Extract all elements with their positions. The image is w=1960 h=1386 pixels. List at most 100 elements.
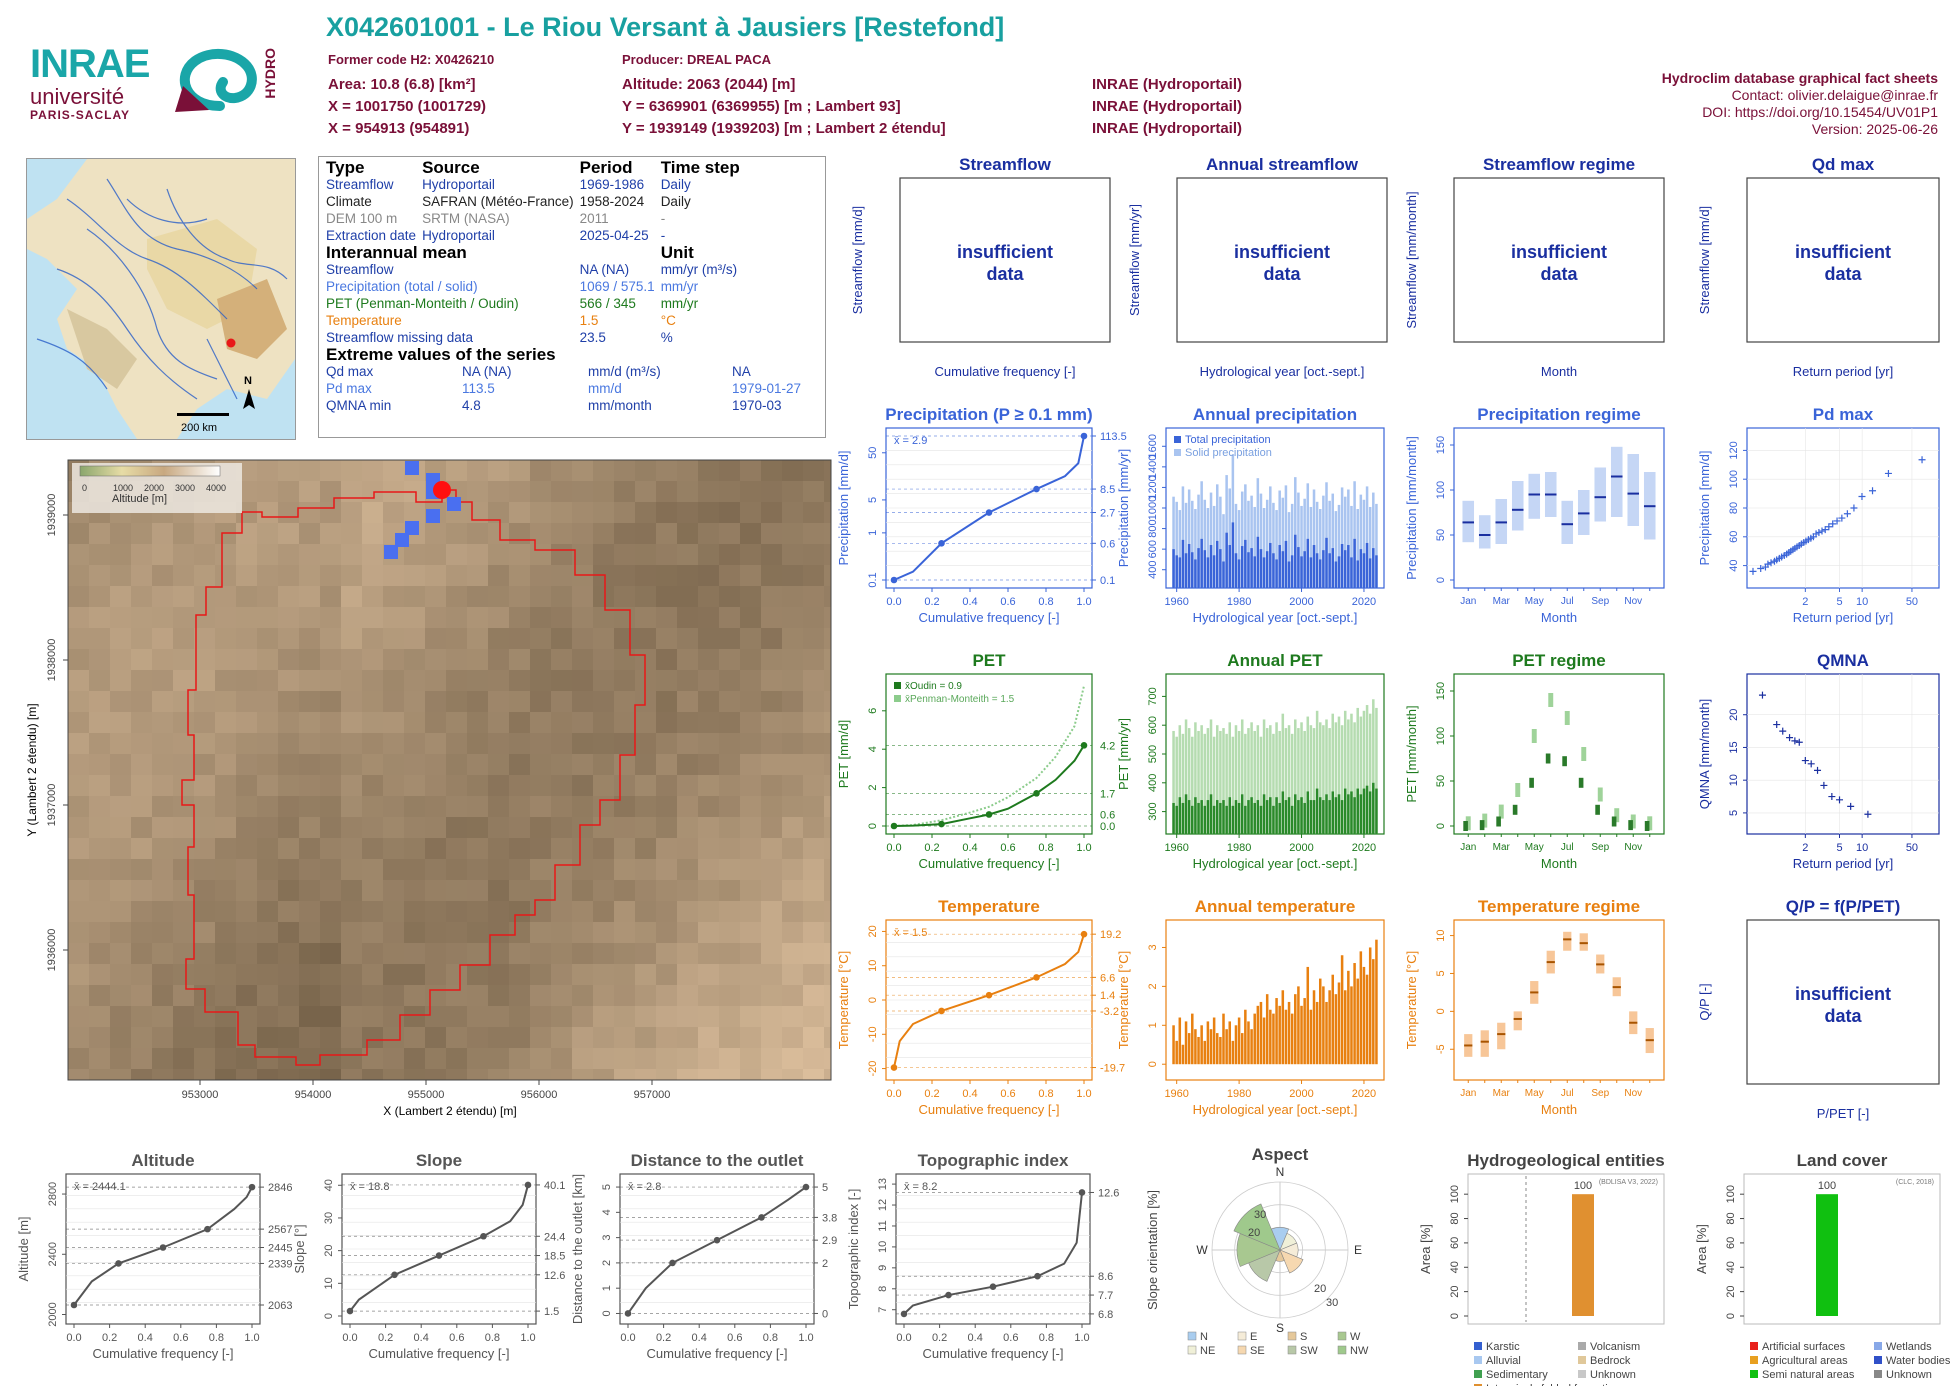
- precipitation-xtick: 1.0: [1076, 596, 1091, 608]
- interannual-title: Interannual mean: [326, 243, 467, 262]
- annual_pet-bar-oudin: [1231, 805, 1235, 834]
- dem-cell: [341, 607, 362, 628]
- distance-point: [669, 1259, 676, 1267]
- dem-cell: [635, 565, 656, 586]
- dem-cell: [131, 586, 152, 607]
- pet-ytick: 6: [867, 708, 879, 714]
- annual_pet-bar-oudin: [1250, 797, 1253, 834]
- dem-cell: [383, 607, 404, 628]
- pet_regime-xtick: Jul: [1561, 842, 1574, 853]
- dem-cell: [362, 880, 383, 901]
- topo_index-right-label: 8.6: [1098, 1271, 1113, 1283]
- dem-cell: [677, 544, 698, 565]
- annual_pet-bar-oudin: [1212, 805, 1216, 834]
- dem-cell: [257, 922, 278, 943]
- dem-cell: [635, 712, 656, 733]
- annual_pet-bar-oudin: [1194, 797, 1197, 834]
- table-row: Streamflow Hydroportail 1969-1986 Daily: [326, 177, 691, 192]
- altitude-right-label: 2567: [268, 1224, 292, 1236]
- dem-cell: [572, 817, 593, 838]
- annual_temperature-bar: [1350, 986, 1353, 1065]
- former-code: Former code H2: X0426210: [328, 52, 495, 67]
- streamflow_regime-status: data: [1540, 264, 1578, 284]
- dem-cell: [803, 712, 824, 733]
- dem-cell: [446, 712, 467, 733]
- dem-cell: [131, 565, 152, 586]
- altitude-point: [204, 1225, 211, 1233]
- dem-cell: [257, 859, 278, 880]
- dem-cell: [257, 796, 278, 817]
- annual_temperature-bar: [1197, 1036, 1200, 1065]
- slope-ytick: 20: [323, 1245, 335, 1257]
- dem-cell: [278, 817, 299, 838]
- dem-cell: [677, 901, 698, 922]
- pd_max-point: [1869, 487, 1877, 495]
- dem-cell: [68, 691, 89, 712]
- annual_pet-bar-oudin: [1353, 797, 1356, 834]
- annual_pet-bar-oudin: [1306, 791, 1310, 834]
- dem-cell: [152, 922, 173, 943]
- dem-cell: [509, 502, 530, 523]
- dem-cell: [215, 628, 236, 649]
- annual_temperature-bar: [1365, 974, 1369, 1065]
- altitude-xtick: 0.6: [173, 1332, 188, 1344]
- annual_pet-ytick: 700: [1147, 687, 1159, 705]
- slope-point: [435, 1252, 443, 1259]
- dem-cell: [677, 733, 698, 754]
- hydrogeology-legend-item: Alluvial: [1486, 1355, 1521, 1367]
- precipitation_regime-ytick: 0: [1435, 577, 1447, 583]
- annual_pet-bar-oudin: [1240, 794, 1244, 834]
- dem-cell: [719, 460, 740, 481]
- dem-cell: [278, 691, 299, 712]
- annual_temperature-bar: [1259, 1001, 1263, 1065]
- factsheet-doi[interactable]: DOI: https://doi.org/10.15454/UV01P1: [1702, 104, 1938, 120]
- annual_precipitation-bar-solid: [1340, 544, 1344, 588]
- slope-point: [391, 1271, 398, 1279]
- dem-cell: [236, 565, 257, 586]
- annual_pet-xtick: 2020: [1352, 842, 1376, 854]
- qmna-xtick: 50: [1906, 842, 1918, 854]
- dem-cell: [299, 859, 320, 880]
- dem-cell: [551, 628, 572, 649]
- aspect-legend-item: N: [1200, 1331, 1208, 1343]
- annual_precipitation-ytick: 1600: [1147, 434, 1159, 458]
- slope-right-label: 18.5: [544, 1251, 565, 1263]
- dem-cell: [551, 670, 572, 691]
- dem-cell: [404, 565, 425, 586]
- pet-point: [1033, 790, 1040, 797]
- dem-cell: [278, 775, 299, 796]
- dem-cell: [383, 754, 404, 775]
- altitude-ylabel: Altitude [m]: [16, 1216, 31, 1281]
- dem-cell: [677, 691, 698, 712]
- dem-cell: [488, 796, 509, 817]
- dem-cell: [152, 649, 173, 670]
- dem-cell: [320, 565, 341, 586]
- dem-cell: [68, 607, 89, 628]
- dem-cell: [803, 901, 824, 922]
- dem-cell: [341, 586, 362, 607]
- annual_temperature-bar: [1372, 959, 1375, 1065]
- annual_temperature-bar: [1340, 955, 1344, 1065]
- annual_pet-bar-oudin: [1350, 791, 1353, 834]
- qmna-point: [1828, 793, 1836, 801]
- annual_temperature-bar: [1203, 1040, 1207, 1065]
- dem-cell: [761, 796, 782, 817]
- annual_pet-bar-oudin: [1375, 788, 1378, 834]
- qmna-point: [1779, 727, 1787, 735]
- dem-cell: [236, 775, 257, 796]
- annual_streamflow-xlabel: Hydrological year [oct.-sept.]: [1200, 364, 1365, 379]
- dem-cell: [761, 838, 782, 859]
- annual_precipitation-bar-solid: [1191, 552, 1194, 588]
- factsheet-contact[interactable]: Contact: olivier.delaigue@inrae.fr: [1731, 87, 1938, 103]
- dem-cell: [320, 775, 341, 796]
- dem-cell: [131, 670, 152, 691]
- hydrogeology-ytick: 40: [1449, 1261, 1461, 1273]
- station-location-marker: [226, 338, 236, 348]
- slope-ytick: 10: [323, 1277, 335, 1289]
- slope-point: [346, 1307, 354, 1315]
- annual_temperature-bar: [1322, 986, 1325, 1065]
- hydro-logo-icon: [175, 49, 257, 112]
- dem-cell: [551, 586, 572, 607]
- temperature-xtick: 0.0: [886, 1088, 901, 1100]
- annual_pet-bar-oudin: [1365, 785, 1369, 834]
